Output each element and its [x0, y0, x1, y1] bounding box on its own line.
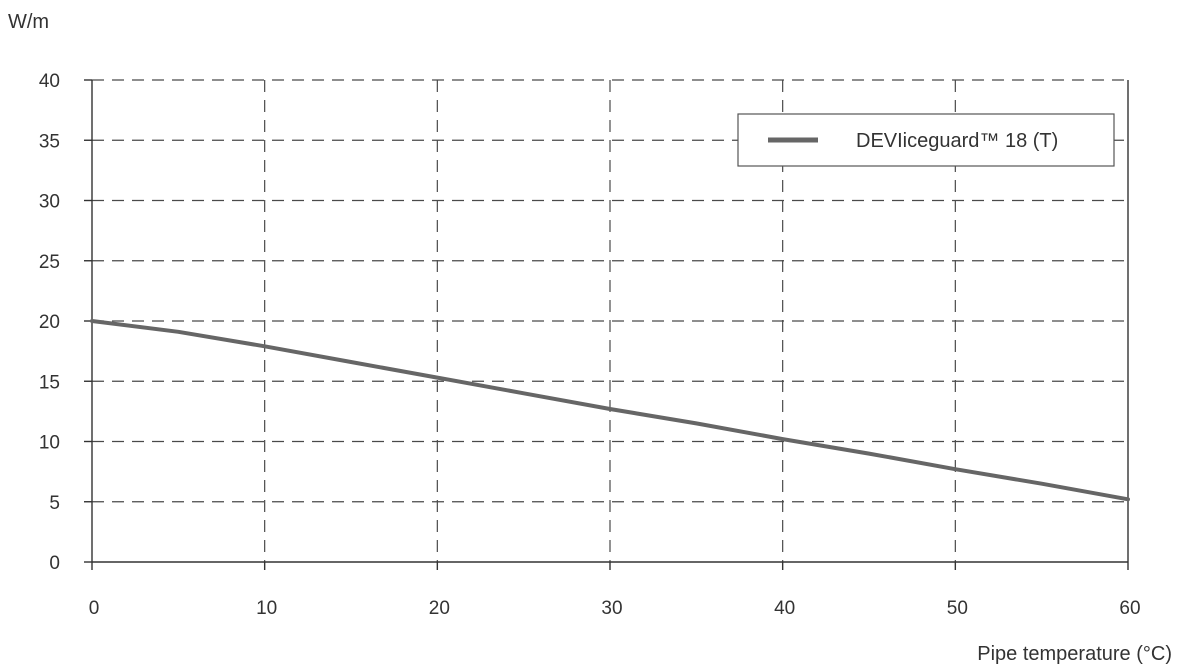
series-line	[90, 319, 1130, 502]
x-tick-label: 20	[429, 598, 450, 619]
y-tick-label: 10	[39, 433, 60, 454]
y-tick-label: 5	[49, 493, 60, 514]
y-tick-label: 25	[39, 252, 60, 273]
y-tick-label: 30	[39, 192, 60, 213]
x-tick-label: 40	[774, 598, 795, 619]
x-tick-label: 10	[256, 598, 277, 619]
legend: DEVIiceguard™ 18 (T)	[737, 113, 1115, 167]
x-axis-title: Pipe temperature (°C)	[977, 643, 1172, 665]
x-tick-label: 30	[601, 598, 622, 619]
y-tick-label: 0	[49, 553, 60, 574]
y-tick-label: 40	[39, 71, 60, 92]
y-tick-label: 20	[39, 312, 60, 333]
x-tick-label: 60	[1119, 598, 1140, 619]
legend-label: DEVIiceguard™ 18 (T)	[856, 130, 1058, 152]
x-tick-label: 0	[89, 598, 100, 619]
y-tick-label: 15	[39, 372, 60, 393]
y-axis-title: W/m	[8, 11, 49, 33]
x-tick-label: 50	[947, 598, 968, 619]
y-tick-label: 35	[39, 131, 60, 152]
series-lines	[90, 319, 1130, 502]
axes: 0 5 10 15 20 25 30 35 40 0 10 20 30 40 50 60	[39, 71, 1141, 619]
